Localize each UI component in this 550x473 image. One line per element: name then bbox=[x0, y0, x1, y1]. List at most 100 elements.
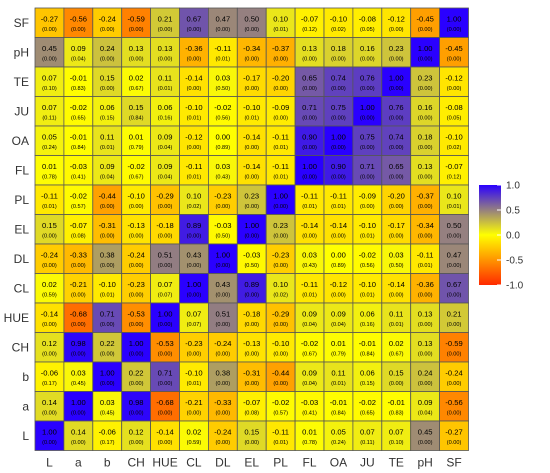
heatmap-cell: 0.14 (0.00) bbox=[63, 420, 94, 451]
cell-correlation-value: 0.22 bbox=[129, 369, 144, 378]
cell-p-value: (0.00) bbox=[244, 322, 259, 328]
cell-fill bbox=[179, 155, 209, 186]
x-tick-label: TE bbox=[389, 456, 404, 470]
cell-p-value: (0.00) bbox=[418, 27, 433, 33]
cell-correlation-value: -0.34 bbox=[416, 221, 433, 230]
cell-p-value: (0.00) bbox=[447, 381, 462, 387]
x-tick-label: HUE bbox=[152, 456, 177, 470]
cell-fill bbox=[34, 155, 65, 186]
cell-fill bbox=[121, 155, 151, 186]
cell-p-value: (0.00) bbox=[158, 411, 173, 417]
cell-correlation-value: 0.11 bbox=[158, 74, 172, 83]
cell-p-value: (0.00) bbox=[273, 352, 288, 358]
heatmap-cell: -0.11 (0.01) bbox=[294, 273, 325, 304]
heatmap-cell: 0.02 (0.59) bbox=[34, 273, 65, 304]
cell-correlation-value: 0.23 bbox=[244, 192, 259, 201]
cell-correlation-value: -0.23 bbox=[185, 339, 202, 348]
cell-fill bbox=[207, 184, 238, 215]
x-tick-label: SF bbox=[446, 456, 461, 470]
cell-correlation-value: 0.10 bbox=[187, 192, 202, 201]
cell-correlation-value: 0.18 bbox=[418, 133, 433, 142]
heatmap-cell: 0.51 (0.00) bbox=[150, 243, 180, 274]
cell-fill bbox=[439, 302, 469, 333]
cell-p-value: (0.00) bbox=[100, 204, 115, 210]
cell-p-value: (0.00) bbox=[331, 234, 346, 240]
cell-correlation-value: -0.08 bbox=[359, 15, 376, 24]
cell-fill bbox=[63, 155, 94, 186]
y-tick-label: EL bbox=[14, 222, 29, 236]
heatmap-cell: -0.09 (0.00) bbox=[352, 184, 383, 215]
cell-correlation-value: 1.00 bbox=[360, 103, 375, 112]
cell-p-value: (0.89) bbox=[216, 145, 231, 151]
heatmap-cell: 0.67 (0.00) bbox=[439, 273, 469, 304]
cell-correlation-value: -0.11 bbox=[272, 428, 289, 437]
cell-p-value: (0.00) bbox=[418, 352, 433, 358]
cell-fill bbox=[92, 96, 123, 127]
cell-correlation-value: -0.10 bbox=[445, 133, 462, 142]
heatmap-cell: 0.15 (0.00) bbox=[381, 361, 412, 392]
cell-fill bbox=[179, 66, 209, 97]
cell-correlation-value: 1.00 bbox=[244, 221, 259, 230]
cell-p-value: (0.67) bbox=[129, 86, 144, 92]
heatmap-cell: 0.38 (0.00) bbox=[207, 361, 238, 392]
cell-correlation-value: -0.23 bbox=[272, 251, 289, 260]
cell-correlation-value: -0.59 bbox=[445, 339, 462, 348]
cell-p-value: (0.65) bbox=[360, 411, 375, 417]
heatmap-cell: 0.71 (0.00) bbox=[352, 155, 383, 186]
y-tick-label: JU bbox=[14, 104, 29, 118]
heatmap-cell: -0.02 (0.57) bbox=[63, 184, 94, 215]
cell-correlation-value: -0.14 bbox=[185, 74, 202, 83]
heatmap-cell: -0.59 (0.00) bbox=[121, 7, 151, 38]
cell-correlation-value: 0.10 bbox=[447, 192, 462, 201]
cell-fill bbox=[352, 184, 383, 215]
cell-correlation-value: -0.12 bbox=[445, 74, 462, 83]
cell-fill bbox=[439, 214, 469, 245]
heatmap-cell: 0.07 (0.11) bbox=[352, 420, 383, 451]
y-tick-label: DL bbox=[14, 252, 30, 266]
cell-p-value: (0.83) bbox=[389, 411, 404, 417]
legend-tick-label: 0.5 bbox=[506, 206, 520, 217]
cell-p-value: (0.00) bbox=[187, 411, 202, 417]
heatmap-cell: -0.24 (0.00) bbox=[121, 243, 151, 274]
cell-p-value: (0.01) bbox=[331, 381, 346, 387]
cell-p-value: (0.00) bbox=[273, 381, 288, 387]
heatmap-cell: -0.20 (0.00) bbox=[265, 66, 296, 97]
heatmap-cell: -0.02 (0.65) bbox=[352, 391, 383, 422]
cell-fill bbox=[410, 96, 441, 127]
heatmap-cell: 0.01 (0.78) bbox=[294, 420, 325, 451]
cell-correlation-value: 0.45 bbox=[42, 44, 57, 53]
cell-p-value: (0.00) bbox=[273, 234, 288, 240]
cell-fill bbox=[179, 420, 209, 451]
heatmap-cell: 1.00 (0.00) bbox=[92, 361, 123, 392]
heatmap-cell: -0.08 (0.05) bbox=[439, 96, 469, 127]
y-tick-label: OA bbox=[12, 134, 29, 148]
cell-correlation-value: 0.18 bbox=[331, 44, 346, 53]
heatmap-cell: 0.76 (0.00) bbox=[352, 66, 383, 97]
cell-correlation-value: 1.00 bbox=[187, 280, 202, 289]
cell-p-value: (0.00) bbox=[244, 440, 259, 446]
cell-correlation-value: -0.68 bbox=[70, 310, 87, 319]
heatmap-cell: -0.21 (0.00) bbox=[63, 273, 94, 304]
cell-p-value: (0.00) bbox=[302, 175, 317, 181]
cell-p-value: (0.00) bbox=[129, 322, 144, 328]
cell-fill bbox=[323, 391, 354, 422]
cell-correlation-value: -0.14 bbox=[156, 428, 173, 437]
cell-fill bbox=[179, 125, 209, 156]
cell-correlation-value: 0.51 bbox=[215, 310, 230, 319]
cell-correlation-value: 0.12 bbox=[42, 339, 57, 348]
cell-fill bbox=[352, 420, 383, 451]
cell-correlation-value: 0.21 bbox=[158, 15, 173, 24]
cell-fill bbox=[410, 332, 441, 363]
cell-p-value: (0.01) bbox=[418, 263, 433, 269]
heatmap-cell: -0.02 (0.56) bbox=[207, 96, 238, 127]
cell-p-value: (0.00) bbox=[447, 440, 462, 446]
cell-fill bbox=[92, 273, 123, 304]
cell-correlation-value: 0.47 bbox=[447, 251, 462, 260]
cell-p-value: (0.00) bbox=[418, 116, 433, 122]
cell-p-value: (0.00) bbox=[129, 263, 144, 269]
cell-p-value: (0.00) bbox=[273, 86, 288, 92]
cell-correlation-value: 0.02 bbox=[389, 339, 404, 348]
heatmap-cell: -0.23 (0.00) bbox=[179, 332, 209, 363]
heatmap-cell: 0.09 (0.04) bbox=[150, 155, 180, 186]
cell-p-value: (0.00) bbox=[418, 204, 433, 210]
